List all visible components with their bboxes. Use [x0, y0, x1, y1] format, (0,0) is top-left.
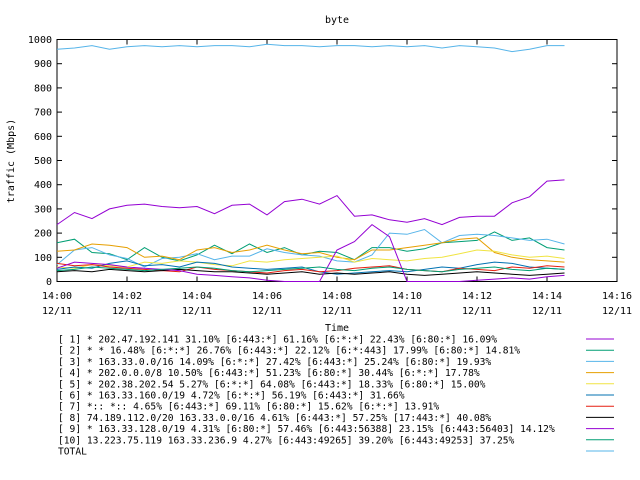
x-tick-label-date: 12/11 — [182, 306, 212, 317]
x-tick-label-time: 14:04 — [182, 291, 212, 302]
chart-title: byte — [325, 15, 349, 26]
legend-entry-label: [ 9] * 163.33.128.0/19 4.31% [6:80:*] 57… — [58, 424, 555, 435]
series-line — [56, 223, 565, 282]
x-tick-label-time: 14:08 — [322, 291, 352, 302]
x-tick-label-date: 12/11 — [42, 306, 72, 317]
y-tick-label: 500 — [34, 156, 52, 167]
x-tick-label-date: 12/11 — [462, 306, 492, 317]
x-tick-label-date: 12/11 — [392, 306, 422, 317]
y-tick-label: 200 — [34, 229, 52, 240]
series-line — [56, 43, 565, 53]
x-tick-label-date: 12/11 — [322, 306, 352, 317]
x-tick-label-date: 12/11 — [252, 306, 282, 317]
x-tick-label-time: 14:12 — [462, 291, 492, 302]
series-line — [56, 228, 565, 268]
x-tick-label-time: 14:06 — [252, 291, 282, 302]
y-tick-label: 800 — [34, 83, 52, 94]
y-tick-label: 600 — [34, 132, 52, 143]
legend-entry-label: [ 2] * * 16.48% [6:*:*] 26.76% [6:443:*]… — [58, 346, 520, 357]
y-tick-label: 300 — [34, 204, 52, 215]
x-tick-label-time: 14:02 — [112, 291, 142, 302]
y-tick-label: 100 — [34, 253, 52, 264]
legend-entry-label: [ 5] * 202.38.202.54 5.27% [6:*:*] 64.08… — [58, 379, 486, 390]
y-axis-ticks: 0 100 200 300 400 500 600 700 800 900 1000 — [28, 35, 617, 288]
legend-entry-label: [ 8] 74.189.112.0/20 163.33.0.0/16 4.61%… — [58, 413, 491, 424]
x-tick-label-date: 12/11 — [532, 306, 562, 317]
x-tick-label-time: 14:10 — [392, 291, 422, 302]
y-tick-label: 1000 — [28, 35, 52, 46]
series-line — [56, 249, 565, 269]
series-line — [56, 260, 565, 275]
y-tick-label: 900 — [34, 59, 52, 70]
series-line — [56, 231, 565, 262]
series-lines — [56, 43, 565, 282]
legend-entry-label: TOTAL — [58, 447, 87, 458]
legend-entry-label: [10] 13.223.75.119 163.33.236.9 4.27% [6… — [58, 435, 515, 446]
x-tick-label-time: 14:00 — [42, 291, 72, 302]
x-tick-label-time: 14:16 — [602, 291, 632, 302]
series-line — [56, 268, 565, 276]
y-tick-label: 0 — [46, 277, 52, 288]
series-line — [56, 266, 565, 273]
legend: [ 1] * 202.47.192.141 31.10% [6:443:*] 6… — [58, 335, 614, 458]
y-tick-label: 700 — [34, 108, 52, 119]
legend-entry-label: [ 4] * 202.0.0.0/8 10.50% [6:443:*] 51.2… — [58, 368, 480, 379]
y-tick-label: 400 — [34, 180, 52, 191]
series-line — [56, 237, 565, 263]
x-tick-label-date: 12/11 — [602, 306, 632, 317]
legend-entry-label: [ 3] * 163.33.0.0/16 14.09% [6:*:*] 27.4… — [58, 357, 491, 368]
x-tick-label-date: 12/11 — [112, 306, 142, 317]
x-tick-label-time: 14:14 — [532, 291, 562, 302]
legend-entry-label: [ 1] * 202.47.192.141 31.10% [6:443:*] 6… — [58, 335, 497, 346]
series-line — [56, 262, 565, 274]
legend-entry-label: [ 6] * 163.33.160.0/19 4.72% [6:*:*] 56.… — [58, 391, 405, 402]
plot-frame — [56, 39, 618, 282]
x-axis-ticks: 14:00 12/11 14:02 12/11 14:04 12/11 14:06 12/11… — [42, 39, 632, 317]
series-line — [56, 179, 565, 226]
legend-entry-label: [ 7] *:: *:: 4.65% [6:443:*] 69.11% [6:8… — [58, 402, 439, 413]
x-axis-label: Time — [325, 323, 349, 334]
y-axis-label: traffic (Mbps) — [6, 119, 17, 203]
